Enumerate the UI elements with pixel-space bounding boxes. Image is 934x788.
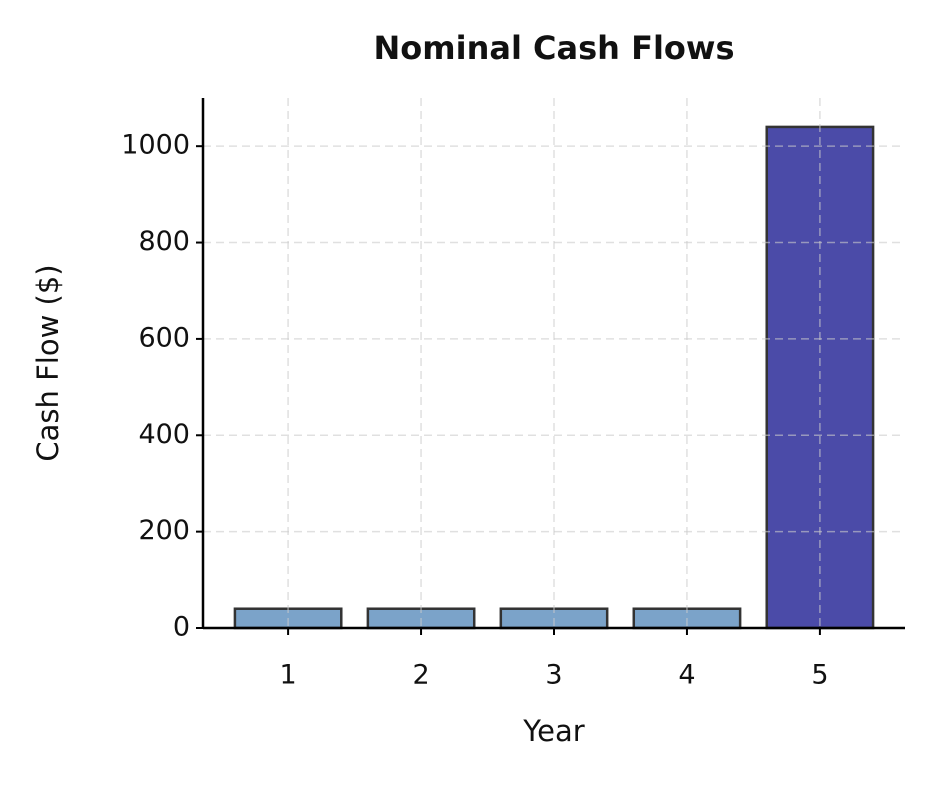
- x-tick-label: 4: [678, 660, 695, 691]
- x-tick-label: 5: [811, 660, 828, 691]
- x-tick-label: 3: [545, 660, 562, 691]
- x-tick-label: 1: [279, 660, 296, 691]
- y-tick-label: 400: [138, 419, 190, 450]
- chart-title: Nominal Cash Flows: [373, 29, 734, 67]
- y-axis-label: Cash Flow ($): [31, 264, 65, 461]
- y-tick-label: 200: [138, 515, 190, 546]
- y-tick-label: 1000: [121, 130, 190, 161]
- x-tick-label: 2: [412, 660, 429, 691]
- x-axis-label: Year: [522, 714, 584, 748]
- y-tick-label: 0: [173, 612, 190, 643]
- y-tick-label: 600: [138, 322, 190, 353]
- y-tick-label: 800: [138, 226, 190, 257]
